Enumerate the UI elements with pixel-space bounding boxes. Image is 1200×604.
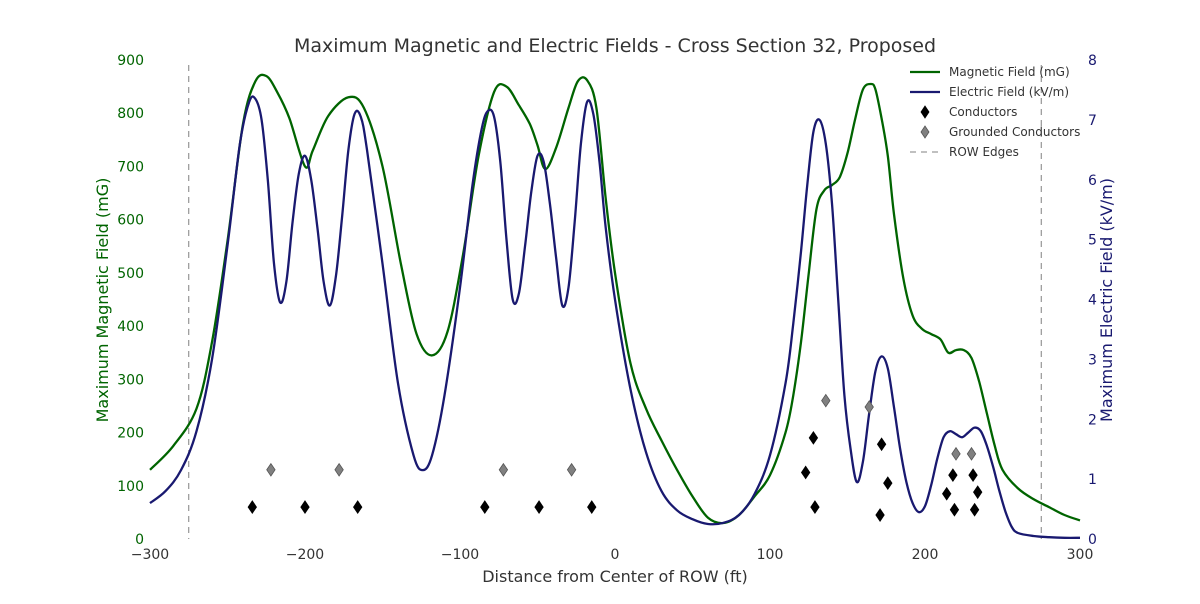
x-tick-label: −100 xyxy=(441,547,479,563)
conductor-marker xyxy=(973,485,983,500)
conductor-marker xyxy=(587,500,597,514)
left-y-tick-label: 800 xyxy=(117,106,144,122)
left-y-tick-label: 900 xyxy=(117,53,144,69)
grounded-conductor-marker xyxy=(864,400,874,414)
legend-electric-label: Electric Field (kV/m) xyxy=(949,85,1069,99)
row-edges xyxy=(188,65,1042,539)
legend-grounded-label: Grounded Conductors xyxy=(949,125,1080,139)
conductor-marker xyxy=(808,430,819,445)
conductor-marker xyxy=(883,476,893,491)
conductor-marker xyxy=(300,500,310,514)
x-tick-label: −200 xyxy=(286,547,324,563)
right-y-tick-label: 2 xyxy=(1088,412,1097,428)
grounded-conductor-marker xyxy=(334,462,344,477)
conductor-marker xyxy=(247,500,257,514)
right-y-tick-label: 5 xyxy=(1088,233,1097,249)
right-y-tick-label: 3 xyxy=(1088,352,1097,368)
right-y-axis-ticks: 0 1 2 3 4 5 6 7 8 xyxy=(1088,53,1097,548)
grounded-conductor-marker xyxy=(498,462,509,477)
conductor-marker xyxy=(948,468,958,483)
right-y-tick-label: 7 xyxy=(1088,113,1097,129)
conductor-marker xyxy=(534,500,544,514)
conductor-markers xyxy=(247,393,983,522)
grounded-conductor-marker xyxy=(566,462,577,477)
legend-magnetic-label: Magnetic Field (mG) xyxy=(949,65,1070,79)
left-y-tick-label: 0 xyxy=(135,532,144,548)
left-y-tick-label: 600 xyxy=(117,213,144,229)
right-y-tick-label: 0 xyxy=(1088,532,1097,548)
x-tick-label: 0 xyxy=(611,547,620,563)
grounded-conductor-marker xyxy=(266,462,276,477)
left-y-tick-label: 500 xyxy=(117,266,144,282)
grounded-conductor-marker xyxy=(951,446,961,461)
chart-title: Maximum Magnetic and Electric Fields - C… xyxy=(294,35,936,57)
conductor-marker xyxy=(968,468,978,483)
left-y-axis-ticks: 0 100 200 300 400 500 600 700 800 900 xyxy=(117,53,144,548)
legend-conductor-swatch xyxy=(920,105,930,119)
grounded-conductor-marker xyxy=(821,393,831,408)
conductor-marker xyxy=(810,500,820,514)
electric-field-line xyxy=(149,95,1081,539)
right-y-tick-label: 8 xyxy=(1088,53,1097,69)
right-y-axis-label: Maximum Electric Field (kV/m) xyxy=(1097,178,1116,422)
left-y-tick-label: 400 xyxy=(117,319,144,335)
x-tick-label: 100 xyxy=(757,547,784,563)
field-lines xyxy=(149,73,1081,539)
x-axis-label: Distance from Center of ROW (ft) xyxy=(482,567,748,586)
x-tick-label: 300 xyxy=(1067,547,1094,563)
conductor-marker xyxy=(949,502,960,517)
conductor-marker xyxy=(969,502,980,517)
legend: Magnetic Field (mG) Electric Field (kV/m)… xyxy=(910,65,1080,159)
conductor-marker xyxy=(876,437,887,452)
left-y-tick-label: 700 xyxy=(117,159,144,175)
left-y-tick-label: 100 xyxy=(117,479,144,495)
x-tick-label: −300 xyxy=(131,547,169,563)
conductor-marker xyxy=(800,465,811,480)
left-y-tick-label: 200 xyxy=(117,426,144,442)
right-y-tick-label: 4 xyxy=(1088,293,1097,309)
conductor-marker xyxy=(942,486,952,501)
conductor-marker xyxy=(875,508,885,522)
right-y-tick-label: 1 xyxy=(1088,472,1097,488)
x-axis-ticks: −300 −200 −100 0 100 200 300 xyxy=(131,547,1094,563)
legend-conductor-label: Conductors xyxy=(949,105,1017,119)
conductor-marker xyxy=(480,500,490,514)
left-y-axis-label: Maximum Magnetic Field (mG) xyxy=(93,178,112,423)
grounded-conductor-marker xyxy=(966,446,977,461)
conductor-marker xyxy=(353,500,363,514)
magnetic-field-line xyxy=(149,73,1081,525)
left-y-tick-label: 300 xyxy=(117,372,144,388)
right-y-tick-label: 6 xyxy=(1088,173,1097,189)
x-tick-label: 200 xyxy=(912,547,939,563)
legend-row-edge-label: ROW Edges xyxy=(949,145,1019,159)
legend-grounded-swatch xyxy=(920,125,930,139)
